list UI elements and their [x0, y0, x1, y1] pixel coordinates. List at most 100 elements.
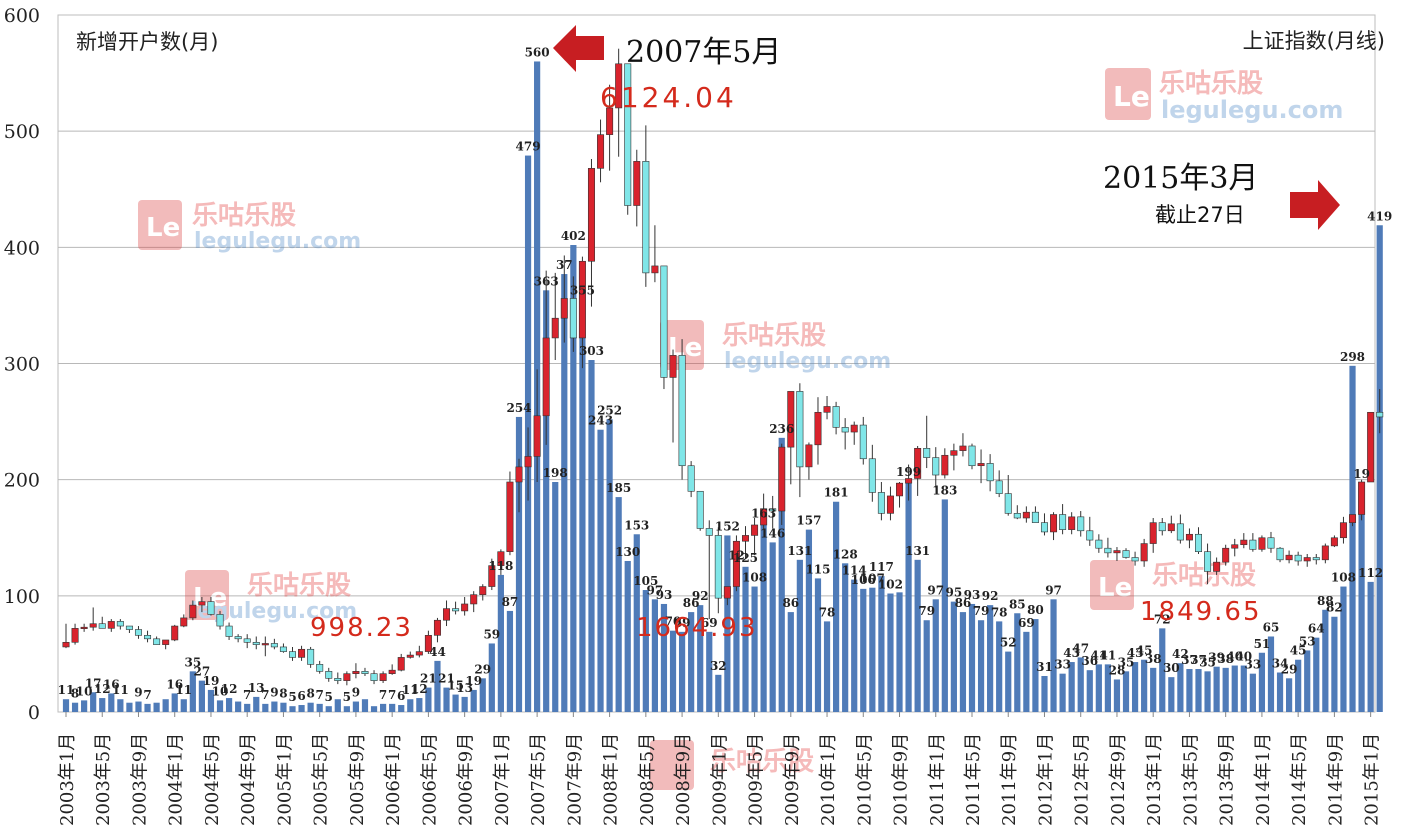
bar-data-label: 38 — [1145, 652, 1162, 666]
candle-body — [433, 619, 441, 636]
candle-body — [479, 586, 487, 595]
bar-data-label: 40 — [1226, 650, 1243, 664]
bar-data-label: 11 — [402, 683, 419, 697]
candle-body — [343, 673, 351, 681]
bar-data-label: 118 — [488, 559, 513, 573]
bar — [407, 699, 414, 712]
bar-data-label: 36 — [1081, 654, 1098, 668]
left-axis-label: 新增开户数(月) — [76, 30, 218, 54]
candle-body — [624, 63, 632, 206]
bar-data-label: 5 — [325, 690, 333, 704]
x-tick-label: 2003年5月 — [93, 733, 114, 826]
bar-data-label: 51 — [1254, 637, 1271, 651]
candle-body — [660, 265, 668, 378]
bar-data-label: 16 — [166, 677, 183, 691]
bar — [1349, 365, 1356, 712]
candle-body — [569, 298, 577, 339]
bar — [389, 703, 396, 712]
bar — [905, 480, 912, 712]
bar — [606, 419, 613, 712]
bar-data-label: 419 — [1367, 209, 1392, 223]
bar-data-label: 52 — [1000, 636, 1017, 650]
bar — [588, 360, 595, 712]
candle-body — [1050, 514, 1058, 533]
bar — [552, 481, 559, 712]
bar-data-label: 8 — [279, 687, 287, 701]
x-tick-label: 2006年9月 — [456, 733, 477, 826]
candle-body — [678, 355, 686, 467]
bar-data-label: 146 — [760, 526, 785, 540]
bar-data-label: 34 — [1272, 657, 1289, 671]
bar — [207, 689, 215, 712]
bar-data-label: 12 — [94, 682, 111, 696]
bar — [470, 689, 477, 712]
x-tick-label: 2006年1月 — [383, 733, 404, 826]
bar — [751, 586, 758, 712]
bar-data-label: 45 — [1290, 644, 1307, 658]
bar-data-label: 254 — [506, 401, 531, 415]
svg-text:乐咕乐股: 乐咕乐股 — [1152, 561, 1256, 591]
bar — [81, 700, 88, 712]
bar — [1222, 667, 1229, 712]
bar-data-label: 163 — [751, 507, 776, 521]
candle-body — [116, 621, 124, 627]
svg-text:legulegu.com: legulegu.com — [724, 349, 891, 374]
bar-data-label: 79 — [918, 604, 935, 618]
bar — [796, 559, 803, 712]
bar — [343, 706, 350, 712]
svg-text:乐咕乐股: 乐咕乐股 — [192, 201, 296, 231]
bar-data-label: 79 — [973, 604, 990, 618]
bar — [1131, 662, 1139, 712]
bar — [833, 501, 840, 712]
bar — [271, 701, 278, 712]
candle-body — [615, 63, 623, 109]
bar-data-label: 107 — [860, 572, 885, 586]
x-tick-label: 2004年5月 — [202, 733, 223, 826]
bar-data-label: 7 — [379, 688, 387, 702]
bar-data-label: 125 — [733, 551, 758, 565]
bar — [361, 699, 369, 712]
bar-data-label: 92 — [692, 589, 709, 603]
candle-body — [950, 450, 958, 456]
watermark-logo: Le 乐咕乐股 legulegu.com — [138, 200, 361, 254]
candle-body — [1367, 411, 1375, 483]
bar-data-label: 78 — [991, 605, 1008, 619]
x-tick-label: 2009年5月 — [746, 733, 767, 826]
candle-body — [1330, 537, 1338, 547]
candle-body — [1131, 557, 1139, 562]
candle-body — [134, 629, 142, 636]
bar-data-label: 86 — [955, 596, 972, 610]
bar-data-label: 59 — [483, 627, 500, 641]
bar — [144, 703, 151, 712]
bar-data-label: 39 — [1208, 651, 1225, 665]
candle-body — [144, 635, 152, 640]
candle-body — [868, 458, 876, 493]
candle-body — [533, 415, 541, 457]
candle-body — [805, 444, 813, 468]
candle-body — [597, 134, 605, 169]
bar — [171, 693, 178, 712]
bar-data-label: 402 — [561, 229, 586, 243]
bar — [688, 612, 695, 712]
candle-body — [298, 648, 306, 658]
candle-body — [307, 648, 315, 665]
candle-body — [1068, 516, 1076, 530]
candle-body — [1122, 550, 1130, 558]
candle-body — [1013, 513, 1021, 519]
candle-body — [225, 625, 233, 637]
bar — [135, 701, 142, 712]
x-tick-label: 2013年5月 — [1180, 733, 1201, 826]
y-tick-label: 200 — [4, 470, 40, 492]
candle-body — [406, 654, 414, 658]
bar — [778, 437, 785, 712]
candle-body — [506, 481, 514, 552]
bar — [398, 705, 405, 712]
candle-body — [497, 551, 505, 566]
candle-body — [216, 614, 224, 627]
bar — [987, 605, 994, 712]
bar-data-label: 19 — [203, 674, 220, 688]
svg-text:legulegu.com: legulegu.com — [194, 229, 361, 254]
candle-body — [859, 424, 867, 460]
bar-data-label: 130 — [615, 545, 640, 559]
